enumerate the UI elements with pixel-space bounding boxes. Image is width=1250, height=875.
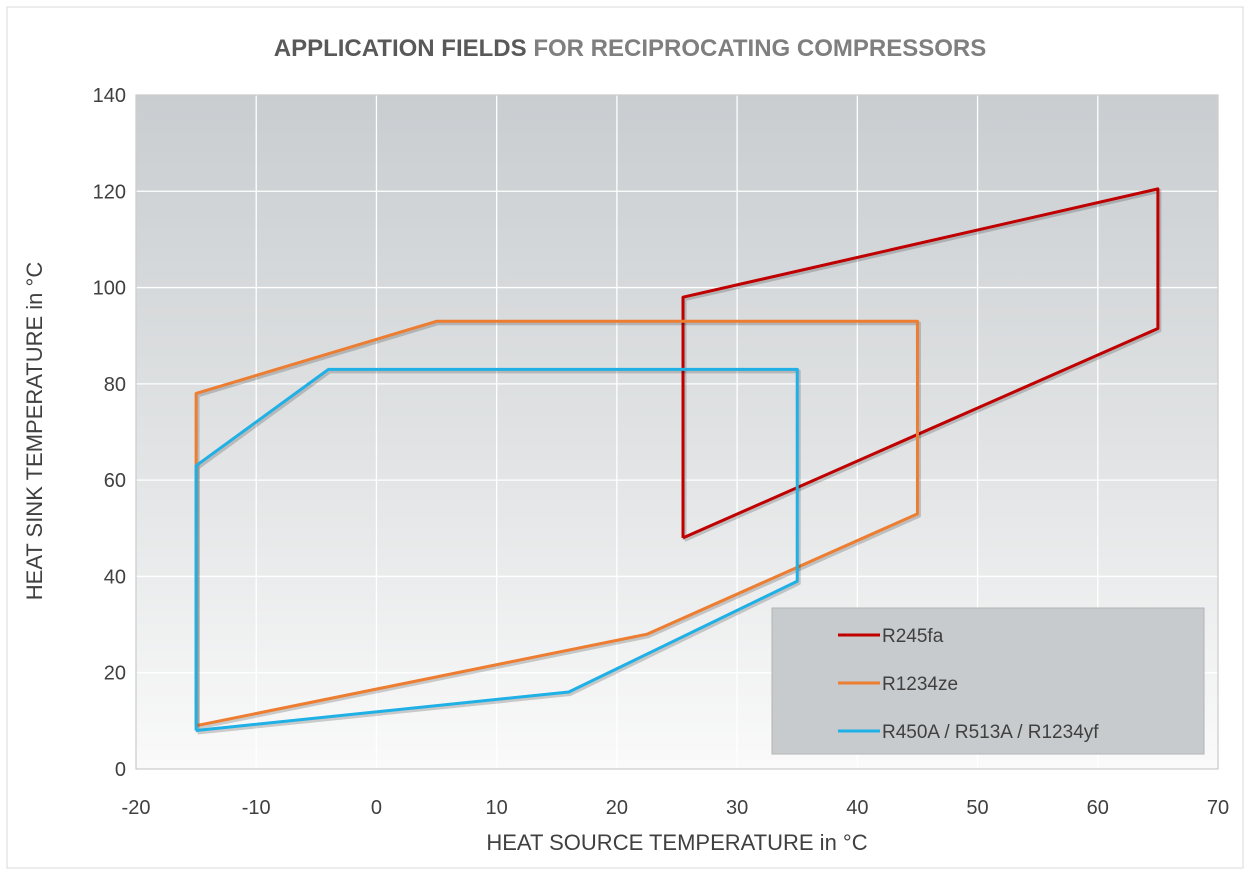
y-tick-label: 100 <box>93 278 126 300</box>
legend-label-r1234ze: R1234ze <box>882 674 958 695</box>
x-tick-label: 30 <box>726 797 748 819</box>
x-tick-label: 0 <box>371 797 382 819</box>
x-axis-title: HEAT SOURCE TEMPERATURE in °C <box>486 830 867 855</box>
chart-title-part-0: APPLICATION FIELDS <box>274 35 534 62</box>
x-tick-label: -10 <box>242 797 271 819</box>
series-line-r245fa <box>681 187 1160 540</box>
x-tick-label: 40 <box>846 797 868 819</box>
series-line-r1234ze <box>194 319 919 728</box>
y-axis-title: HEAT SINK TEMPERATURE in °C <box>22 262 47 601</box>
y-tick-label: 140 <box>93 85 126 107</box>
axis-layer: -20 -10 0 10 20 30 40 50 60 70 0 20 40 60 80 100 120 140 <box>93 85 1230 819</box>
y-tick-label: 120 <box>93 181 126 203</box>
chart-title-part-1: FOR RECIPROCATING COMPRESSORS <box>533 35 986 62</box>
grid-lines <box>135 94 1219 770</box>
legend: R245fa R1234ze R450A / R513A / R1234yf <box>771 607 1205 755</box>
series-layer <box>194 187 1162 735</box>
y-tick-label: 40 <box>104 566 126 588</box>
x-tick-label: 50 <box>966 797 988 819</box>
y-tick-label: 0 <box>115 759 126 781</box>
legend-label-r245fa: R245fa <box>882 626 944 647</box>
x-tick-label: 60 <box>1087 797 1109 819</box>
plot-border <box>135 94 1219 770</box>
x-tick-label: 20 <box>606 797 628 819</box>
y-tick-label: 20 <box>104 663 126 685</box>
chart-title: APPLICATION FIELDS FOR RECIPROCATING COM… <box>274 35 986 62</box>
series-line-r450a-r513a-r1234yf <box>194 367 799 732</box>
x-tick-label: 10 <box>486 797 508 819</box>
y-tick-label: 80 <box>104 374 126 396</box>
x-tick-label: -20 <box>122 797 151 819</box>
legend-label-r450a-r513a-r1234yf: R450A / R513A / R1234yf <box>882 722 1099 743</box>
y-tick-label: 60 <box>104 470 126 492</box>
x-tick-label: 70 <box>1207 797 1229 819</box>
